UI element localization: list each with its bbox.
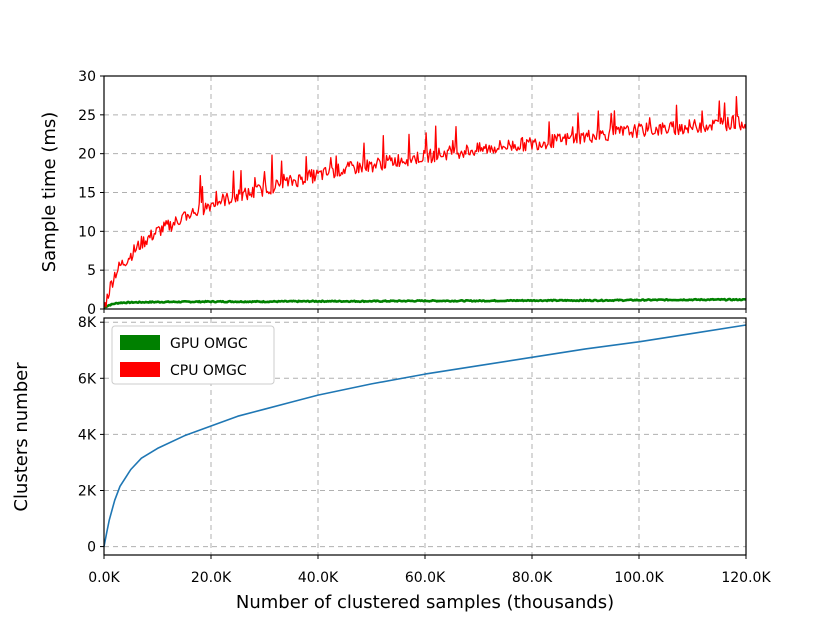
bottom-y-axis-label: Clusters number <box>11 362 32 512</box>
top-panel: 0 5 10 15 20 25 30 Sample time (ms) <box>39 69 747 318</box>
y-tick-label: 0 <box>87 302 96 318</box>
y-tick-label: 10 <box>78 224 96 240</box>
legend-swatch-gpu <box>120 335 160 350</box>
x-tick-label: 120.0K <box>721 570 771 586</box>
x-tick-label: 40.0K <box>298 570 339 586</box>
legend-swatch-cpu <box>120 362 160 377</box>
x-tick-label: 20.0K <box>191 570 232 586</box>
clusters-series-line <box>103 324 747 547</box>
gpu-omgc-series-line <box>103 297 747 309</box>
top-series <box>103 96 747 309</box>
y-tick-label: 25 <box>78 108 96 124</box>
y-tick-label: 2K <box>78 483 97 499</box>
bottom-series <box>103 324 747 547</box>
bottom-ticks: 0.0K 20.0K 40.0K 60.0K 80.0K 100.0K 120.0K 0 2K 4… <box>78 315 772 586</box>
y-tick-label: 6K <box>78 371 97 387</box>
legend-label-cpu: CPU OMGC <box>170 363 247 379</box>
x-tick-label: 100.0K <box>614 570 664 586</box>
y-tick-label: 0 <box>87 540 96 556</box>
cpu-omgc-series-line <box>103 96 747 309</box>
x-tick-label: 80.0K <box>512 570 553 586</box>
y-tick-label: 20 <box>78 147 96 163</box>
y-tick-label: 15 <box>78 186 96 202</box>
y-tick-label: 4K <box>78 427 97 443</box>
top-y-axis-label: Sample time (ms) <box>39 112 60 273</box>
y-tick-label: 8K <box>78 315 97 331</box>
legend-label-gpu: GPU OMGC <box>170 336 248 352</box>
top-ticks: 0 5 10 15 20 25 30 <box>78 69 747 318</box>
x-axis-label: Number of clustered samples (thousands) <box>236 592 614 613</box>
legend: GPU OMGC CPU OMGC <box>111 325 275 385</box>
x-tick-label: 60.0K <box>405 570 446 586</box>
x-tick-label: 0.0K <box>88 570 120 586</box>
y-tick-label: 30 <box>78 69 96 85</box>
y-tick-label: 5 <box>87 263 96 279</box>
bottom-panel: 0.0K 20.0K 40.0K 60.0K 80.0K 100.0K 120.0K 0 2K 4… <box>11 315 771 613</box>
